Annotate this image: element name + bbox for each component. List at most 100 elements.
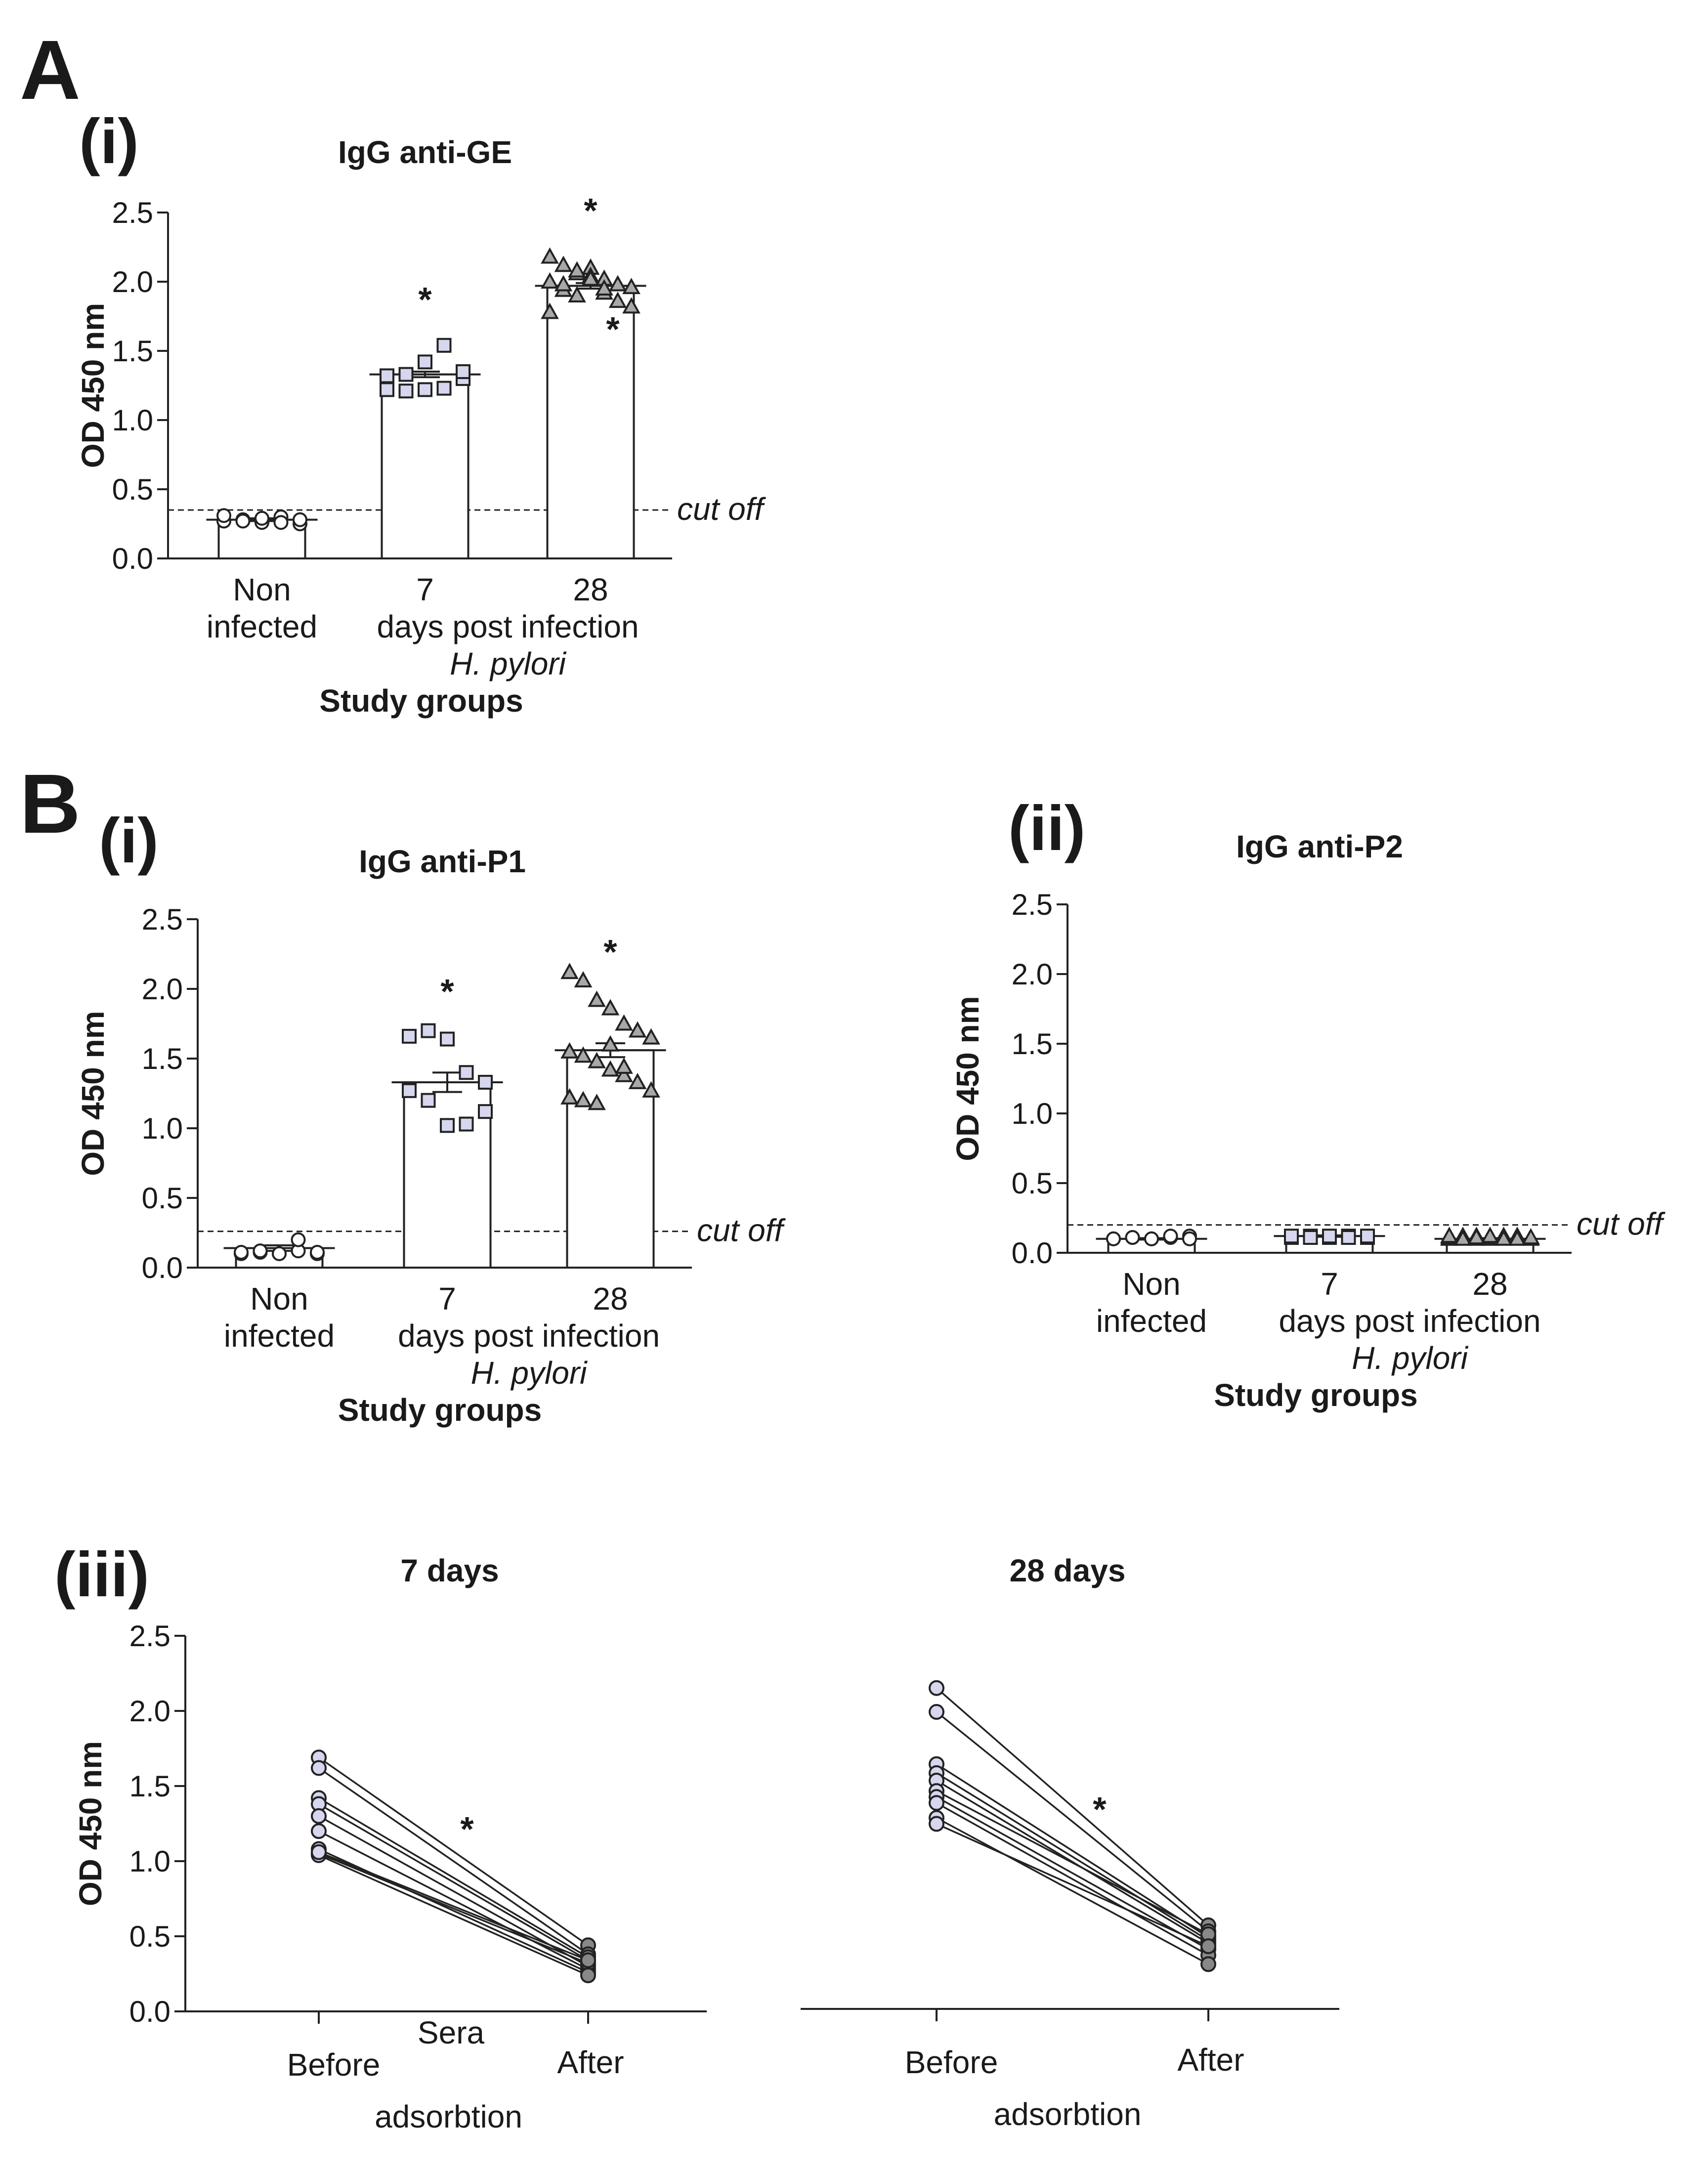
x-axis-label: adsorbtion: [994, 2096, 1142, 2132]
x-axis-sublabel: H. pylori: [1352, 1340, 1469, 1376]
data-point: [478, 1104, 493, 1119]
data-point: [456, 364, 470, 379]
y-axis-label: OD 450 nm: [75, 303, 111, 468]
x-category-label: infected: [224, 1318, 335, 1354]
paired-line: [936, 1823, 1209, 1947]
data-point: [402, 1083, 417, 1098]
paired-line: [318, 1815, 589, 1967]
x-category-label: 7: [1321, 1266, 1338, 1302]
chart-title: IgG anti-P2: [1236, 829, 1403, 864]
panel-sublabel: (iii): [54, 1539, 149, 1610]
data-point: [436, 338, 452, 353]
paired-line: [936, 1796, 1209, 1950]
significance-star: *: [460, 1810, 474, 1848]
y-axis-label: OD 450 nm: [75, 1011, 111, 1176]
paired-line: [318, 1851, 589, 1961]
chart-igg-anti-p1: (i) IgG anti-P1 0.0 0.5 1.0 1.5 2.0 2.5 OD 450 n…: [75, 806, 786, 1428]
y-tick-label: 2.0: [129, 1695, 171, 1728]
data-point: [1508, 1229, 1527, 1246]
significance-star: *: [418, 280, 432, 319]
x-category-label: infected: [1096, 1303, 1207, 1339]
paired-line: [936, 1790, 1209, 1935]
chart-igg-anti-ge: (i) IgG anti-GE 0.0 0.5 1.0 1.5 2.0 2.5 OD 450 n…: [75, 106, 767, 719]
data-point: [1440, 1227, 1458, 1243]
data-point: [601, 999, 620, 1016]
data-point: [588, 1094, 606, 1110]
data-point: [1341, 1230, 1356, 1245]
before-point: [311, 1844, 327, 1860]
y-tick-label: 0.0: [142, 1251, 183, 1284]
data-point: [608, 292, 627, 308]
paired-line: [936, 1711, 1209, 1932]
data-point: [440, 1118, 455, 1133]
data-point: [574, 1046, 593, 1063]
before-point: [311, 1760, 327, 1776]
data-point: [1322, 1229, 1337, 1244]
x-category-label: 28: [573, 572, 608, 607]
paired-line: [936, 1687, 1209, 1926]
data-point: [253, 1243, 268, 1259]
data-point: [588, 990, 606, 1007]
data-point: [1106, 1231, 1121, 1246]
data-point: [255, 511, 269, 526]
x-category-label: Before: [905, 2044, 998, 2080]
x-axis-label: adsorbtion: [375, 2099, 522, 2134]
bar: [546, 285, 635, 559]
paired-line: [318, 1767, 589, 1955]
x-category-label: Non: [233, 572, 291, 607]
data-point: [421, 1093, 436, 1108]
x-axis-group-label: Study groups: [1214, 1377, 1417, 1413]
y-tick-label: 0.5: [112, 473, 153, 506]
data-point: [436, 381, 452, 396]
y-tick-label: 1.0: [129, 1845, 171, 1878]
data-point: [560, 1042, 579, 1059]
panel-sublabel: (ii): [1008, 793, 1085, 864]
data-point: [234, 1244, 249, 1260]
panel-label-a: A: [20, 23, 81, 117]
x-category-label: After: [1177, 2042, 1244, 2078]
data-point: [615, 1057, 633, 1074]
data-point: [601, 1035, 620, 1052]
before-point: [311, 1823, 327, 1839]
data-point: [310, 1244, 325, 1260]
data-point: [1360, 1229, 1375, 1244]
y-tick-label: 0.0: [129, 1995, 171, 2028]
data-point: [601, 1060, 620, 1077]
data-point: [1522, 1228, 1540, 1244]
data-point: [293, 512, 307, 527]
data-point: [568, 261, 586, 278]
paired-line: [936, 1802, 1209, 1956]
x-category-label: infected: [207, 609, 317, 644]
data-point: [418, 354, 432, 370]
before-point: [929, 1795, 944, 1811]
chart-28-days: 28 days * Before After adsorbtion: [801, 1553, 1339, 2132]
data-point: [541, 302, 559, 319]
before-point: [929, 1680, 944, 1696]
after-point: [1200, 1938, 1216, 1955]
cutoff-label: cut off: [1577, 1206, 1666, 1242]
data-point: [1125, 1230, 1140, 1245]
after-point: [1200, 1956, 1216, 1972]
x-axis-label: days post infection: [398, 1318, 660, 1354]
data-point: [581, 269, 600, 286]
data-point: [560, 1088, 579, 1105]
y-tick-label: 0.5: [1012, 1167, 1053, 1200]
x-axis-label: days post infection: [1279, 1303, 1540, 1339]
y-tick-label: 2.5: [129, 1619, 171, 1653]
data-point: [380, 368, 394, 383]
cutoff-label: cut off: [677, 491, 767, 527]
data-point: [574, 971, 593, 988]
data-point: [1467, 1228, 1486, 1244]
significance-star: *: [606, 310, 620, 348]
data-point: [1494, 1229, 1513, 1246]
data-point: [642, 1028, 660, 1045]
x-axis-group-label: Study groups: [319, 683, 523, 719]
before-point: [311, 1808, 327, 1824]
data-point: [418, 382, 432, 397]
data-point: [560, 963, 579, 980]
data-point: [440, 1031, 455, 1047]
data-point: [554, 275, 573, 292]
y-tick-label: 2.0: [142, 973, 183, 1006]
y-axis-label: OD 450 nm: [73, 1741, 108, 1906]
y-tick-label: 2.5: [142, 903, 183, 936]
